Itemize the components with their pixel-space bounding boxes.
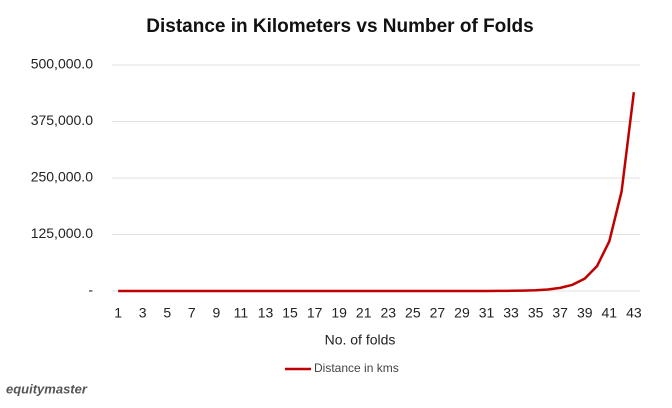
- x-tick-label: 13: [258, 305, 274, 321]
- x-tick-label: 9: [212, 305, 220, 321]
- x-tick-label: 37: [552, 305, 568, 321]
- x-tick-label: 1: [114, 305, 122, 321]
- x-tick-label: 31: [479, 305, 495, 321]
- y-tick-label: 125,000.0: [31, 225, 93, 241]
- x-tick-label: 17: [307, 305, 323, 321]
- y-tick-label: 250,000.0: [31, 169, 93, 185]
- x-tick-label: 29: [454, 305, 470, 321]
- x-tick-label: 41: [602, 305, 618, 321]
- x-tick-label: 39: [577, 305, 593, 321]
- x-tick-label: 33: [503, 305, 519, 321]
- x-tick-label: 5: [163, 305, 171, 321]
- x-tick-label: 11: [234, 305, 249, 321]
- y-tick-label: 500,000.0: [31, 56, 93, 72]
- x-tick-label: 23: [380, 305, 396, 321]
- x-axis-label: No. of folds: [325, 332, 396, 348]
- y-tick-label: -: [88, 282, 93, 298]
- x-tick-label: 43: [626, 305, 642, 321]
- watermark: equitymaster: [6, 381, 88, 396]
- line-series: [118, 92, 636, 293]
- chart-title: Distance in Kilometers vs Number of Fold…: [146, 16, 533, 37]
- x-tick-label: 27: [430, 305, 446, 321]
- x-tick-label: 15: [282, 305, 298, 321]
- legend-label: Distance in kms: [314, 361, 399, 375]
- x-tick-label: 25: [405, 305, 421, 321]
- x-tick-label: 35: [528, 305, 544, 321]
- y-tick-label: 375,000.0: [31, 112, 93, 128]
- x-tick-label: 21: [356, 305, 372, 321]
- x-tick-label: 3: [139, 305, 147, 321]
- x-tick-label: 19: [331, 305, 347, 321]
- x-tick-label: 7: [188, 305, 196, 321]
